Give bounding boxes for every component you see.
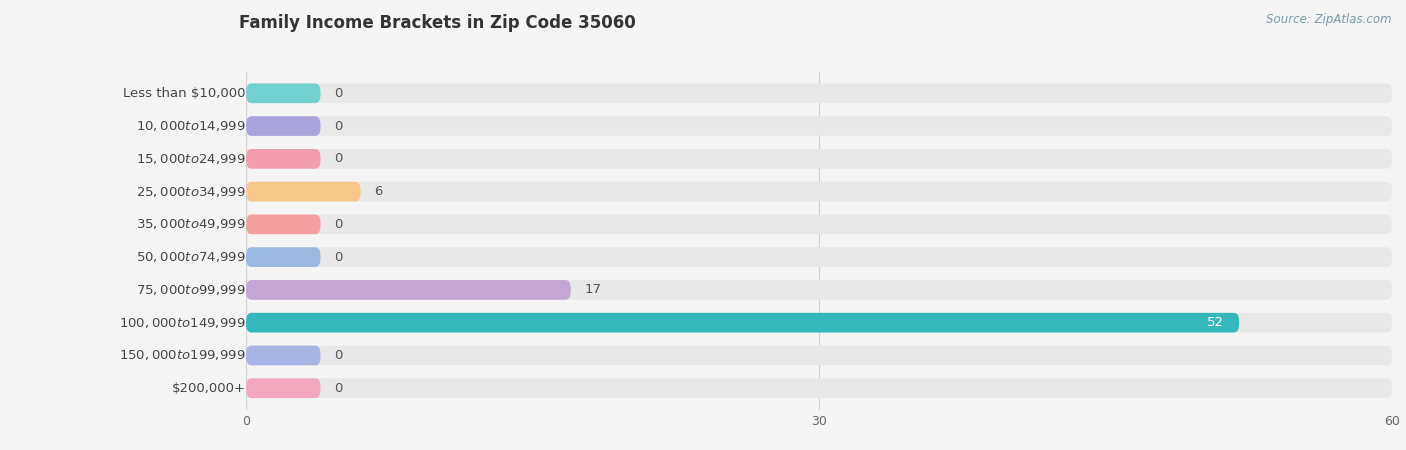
Text: 0: 0 [333,153,342,165]
Text: 17: 17 [583,284,602,297]
FancyBboxPatch shape [246,182,360,202]
FancyBboxPatch shape [246,215,1392,234]
Text: $100,000 to $149,999: $100,000 to $149,999 [120,315,246,330]
FancyBboxPatch shape [246,83,321,103]
Text: $25,000 to $34,999: $25,000 to $34,999 [136,184,246,198]
FancyBboxPatch shape [246,280,1392,300]
FancyBboxPatch shape [246,116,321,136]
Text: $150,000 to $199,999: $150,000 to $199,999 [120,348,246,362]
FancyBboxPatch shape [246,149,321,169]
FancyBboxPatch shape [246,346,321,365]
Text: $35,000 to $49,999: $35,000 to $49,999 [136,217,246,231]
Text: $10,000 to $14,999: $10,000 to $14,999 [136,119,246,133]
Text: 0: 0 [333,87,342,100]
Text: 52: 52 [1206,316,1223,329]
FancyBboxPatch shape [246,248,1392,267]
FancyBboxPatch shape [246,215,321,234]
FancyBboxPatch shape [246,149,1392,169]
Text: Family Income Brackets in Zip Code 35060: Family Income Brackets in Zip Code 35060 [239,14,636,32]
FancyBboxPatch shape [246,248,321,267]
FancyBboxPatch shape [246,313,1392,333]
Text: $200,000+: $200,000+ [172,382,246,395]
Text: $50,000 to $74,999: $50,000 to $74,999 [136,250,246,264]
FancyBboxPatch shape [246,378,321,398]
FancyBboxPatch shape [246,83,1392,103]
Text: 0: 0 [333,120,342,133]
FancyBboxPatch shape [246,116,1392,136]
FancyBboxPatch shape [246,378,1392,398]
FancyBboxPatch shape [246,346,1392,365]
Text: 0: 0 [333,218,342,231]
FancyBboxPatch shape [246,313,1239,333]
Text: Source: ZipAtlas.com: Source: ZipAtlas.com [1267,14,1392,27]
Text: $75,000 to $99,999: $75,000 to $99,999 [136,283,246,297]
Text: 6: 6 [374,185,382,198]
Text: 0: 0 [333,382,342,395]
Text: Less than $10,000: Less than $10,000 [124,87,246,100]
Text: 0: 0 [333,251,342,264]
Text: $15,000 to $24,999: $15,000 to $24,999 [136,152,246,166]
FancyBboxPatch shape [246,182,1392,202]
Text: 0: 0 [333,349,342,362]
FancyBboxPatch shape [246,280,571,300]
